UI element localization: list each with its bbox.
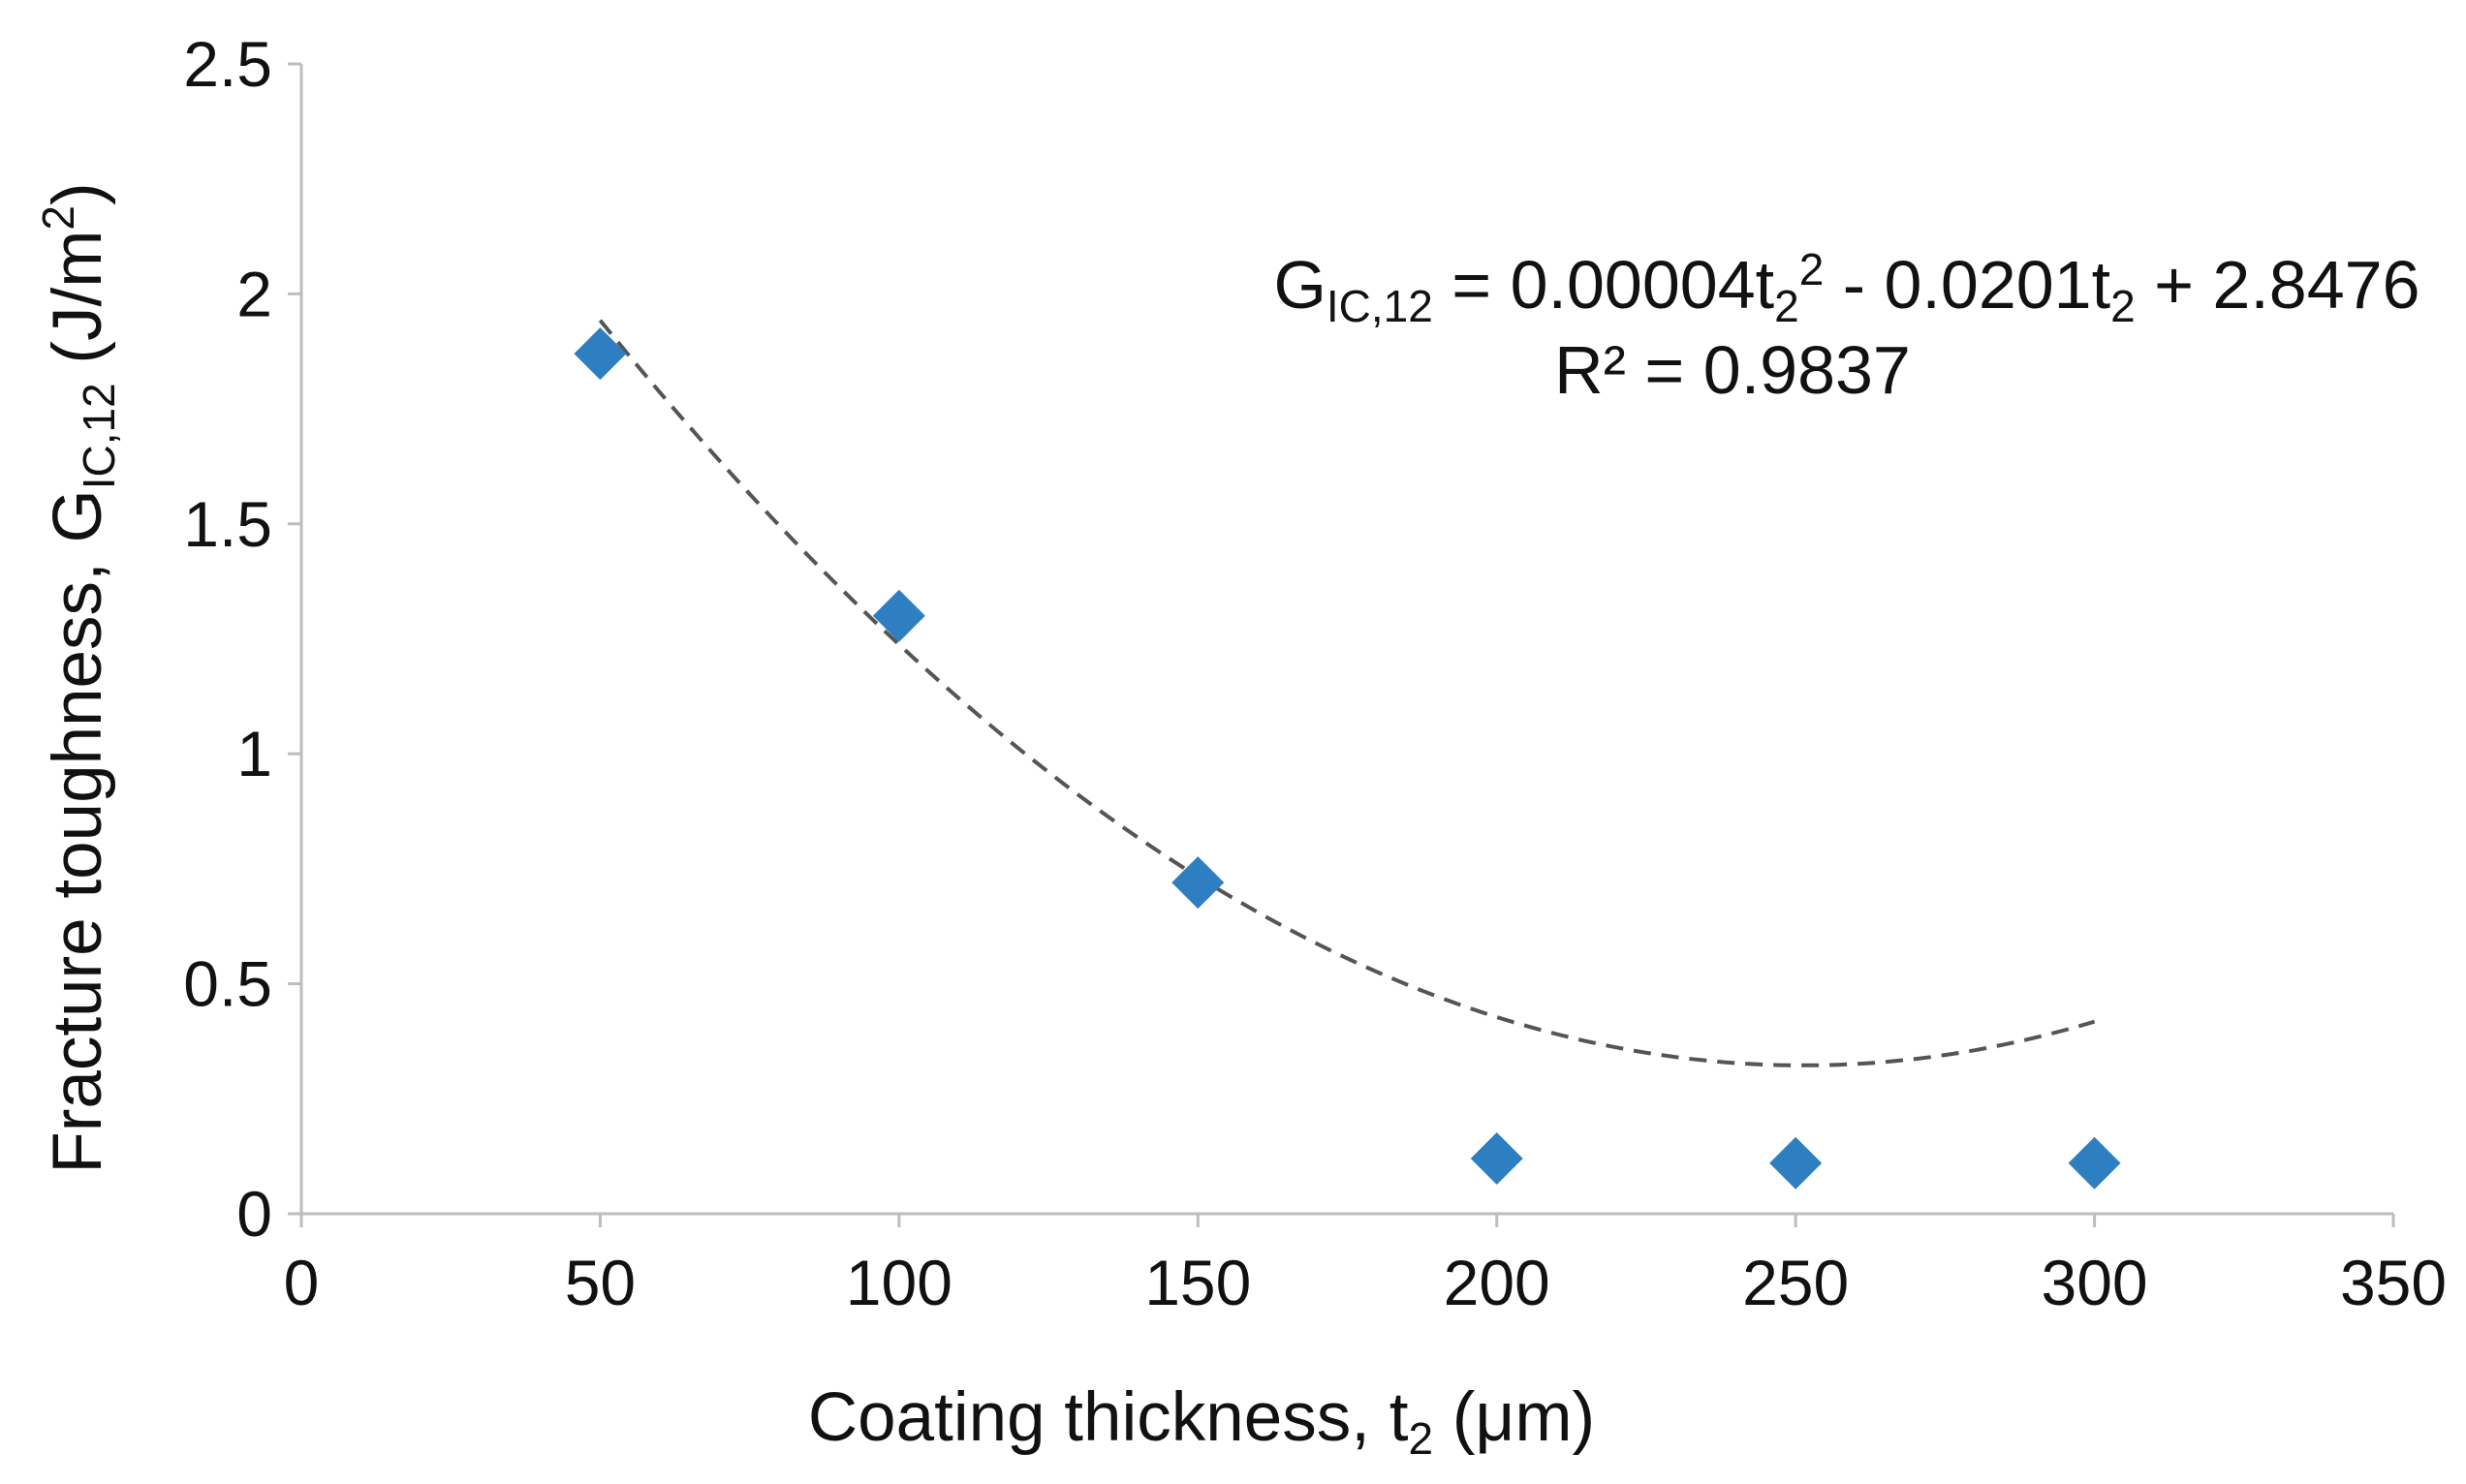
data-point (1769, 1136, 1823, 1190)
x-tick-label: 350 (2340, 1247, 2447, 1318)
y-tick-label: 2.5 (183, 28, 272, 100)
trendline-equation: GIC,12 = 0.00004t22 - 0.0201t2 + 2.8476 (1273, 244, 2419, 331)
data-point (872, 589, 925, 642)
data-point (574, 327, 627, 381)
y-axis-ticks: 0 0.5 1 1.5 2 2.5 (183, 28, 301, 1250)
x-axis-title: Coating thickness, t2 (μm) (808, 1379, 1595, 1464)
data-point (1171, 856, 1225, 910)
r-squared-label: R² = 0.9837 (1554, 332, 1911, 408)
axes (299, 64, 2393, 1216)
polynomial-trendline (598, 319, 2096, 1067)
x-tick-label: 50 (565, 1247, 636, 1318)
x-tick-label: 200 (1444, 1247, 1550, 1318)
data-points (574, 327, 2121, 1190)
x-tick-label: 0 (284, 1247, 320, 1318)
data-point (1470, 1132, 1523, 1186)
x-axis-ticks: 0 50 100 150 200 250 300 350 (284, 1214, 2447, 1318)
x-tick-label: 250 (1742, 1247, 1849, 1318)
y-tick-label: 1 (236, 718, 272, 789)
y-axis-title: Fracture toughness, GIC,12 (J/m2) (33, 182, 124, 1173)
x-tick-label: 100 (846, 1247, 952, 1318)
data-point (2068, 1136, 2121, 1190)
y-tick-label: 0.5 (183, 948, 272, 1020)
y-tick-label: 0 (236, 1178, 272, 1250)
y-tick-label: 1.5 (183, 488, 272, 560)
x-tick-label: 300 (2042, 1247, 2148, 1318)
y-tick-label: 2 (236, 258, 272, 329)
x-tick-label: 150 (1144, 1247, 1251, 1318)
